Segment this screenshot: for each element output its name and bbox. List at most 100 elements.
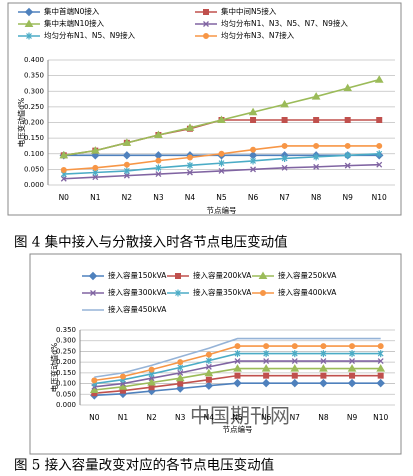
marker — [347, 364, 357, 372]
legend-label: 接入容量200kVA — [193, 270, 252, 280]
x-tick-label: N0 — [59, 193, 70, 202]
marker — [217, 115, 226, 123]
marker — [320, 372, 327, 379]
marker — [347, 378, 357, 388]
marker — [291, 343, 298, 350]
x-tick-label: N9 — [347, 413, 358, 422]
marker — [313, 163, 320, 170]
marker — [218, 167, 225, 174]
marker — [218, 150, 225, 157]
marker — [260, 290, 266, 296]
legend-label: 接入容量250kVA — [278, 270, 337, 280]
figure-caption: 图 4 集中接入与分散接入时各节点电压变动值 — [14, 234, 288, 251]
y-tick-label: 0.300 — [24, 87, 44, 95]
marker — [205, 363, 212, 370]
x-tick-label: N4 — [185, 193, 196, 202]
marker — [90, 146, 100, 154]
x-tick-label: N10 — [373, 413, 388, 422]
marker — [313, 153, 320, 161]
marker — [281, 164, 288, 171]
marker — [377, 350, 384, 358]
marker — [177, 359, 184, 366]
legend-label: 均匀分布N1、N3、N5、N7、N9接入 — [221, 18, 348, 28]
x-tick-label: N2 — [146, 413, 157, 422]
marker — [290, 378, 299, 388]
marker — [250, 146, 257, 153]
figure-caption: 图 5 接入容量改变对应的各节点电压变动值 — [14, 457, 274, 474]
marker — [344, 117, 351, 123]
y-tick-label: 0.050 — [24, 165, 44, 173]
marker — [92, 164, 99, 171]
watermark: 中国期刊网 — [190, 404, 290, 428]
marker — [175, 273, 181, 279]
marker — [204, 381, 214, 390]
marker — [258, 271, 268, 279]
y-tick-label: 0.100 — [24, 150, 44, 158]
marker — [59, 150, 69, 159]
marker — [250, 117, 257, 123]
marker — [177, 364, 184, 371]
marker — [218, 159, 225, 167]
marker — [155, 164, 162, 172]
marker — [147, 378, 156, 386]
x-tick-label: N2 — [122, 193, 133, 202]
marker — [205, 376, 212, 383]
marker — [177, 369, 184, 376]
marker — [203, 21, 209, 27]
x-tick-label: N3 — [153, 193, 164, 202]
marker — [376, 161, 383, 168]
x-tick-label: N0 — [89, 413, 100, 422]
marker — [377, 343, 384, 350]
marker — [261, 378, 271, 388]
marker — [92, 174, 99, 181]
marker — [376, 142, 383, 149]
marker — [204, 368, 214, 377]
marker — [177, 380, 184, 387]
marker — [349, 358, 356, 365]
marker — [291, 358, 298, 365]
marker — [91, 377, 98, 384]
marker — [376, 150, 383, 158]
marker — [205, 351, 212, 358]
marker — [123, 161, 130, 168]
y-tick-label: 0.250 — [24, 103, 44, 111]
legend-label: 均匀分布N3、N7接入 — [221, 30, 295, 40]
marker — [203, 33, 209, 39]
x-tick-label: N1 — [90, 193, 101, 202]
marker — [248, 107, 258, 116]
marker — [187, 161, 193, 169]
marker — [343, 83, 353, 92]
marker — [261, 364, 271, 372]
marker — [291, 350, 298, 358]
marker — [234, 372, 241, 379]
marker — [90, 290, 96, 296]
y-axis-label: 电压变动值d% — [49, 343, 59, 392]
legend-label: 均匀分布N1、N5、N9接入 — [44, 30, 136, 40]
marker — [349, 372, 356, 379]
x-tick-label: N10 — [372, 193, 387, 202]
marker — [60, 167, 67, 173]
marker — [122, 138, 132, 146]
marker — [377, 372, 384, 379]
marker — [148, 375, 155, 382]
marker — [349, 350, 355, 358]
marker — [155, 157, 162, 164]
marker — [234, 358, 241, 365]
y-tick-label: 0.050 — [56, 390, 76, 398]
x-tick-label: N8 — [311, 193, 322, 202]
marker — [234, 350, 241, 358]
marker — [24, 19, 34, 27]
marker — [311, 92, 321, 100]
marker — [26, 32, 32, 40]
y-tick-label: 0.350 — [24, 72, 44, 80]
marker — [24, 7, 34, 17]
marker — [319, 364, 328, 372]
legend-label: 接入容量450kVA — [108, 304, 167, 314]
x-tick-label: N9 — [342, 193, 353, 202]
marker — [154, 130, 163, 138]
marker — [313, 142, 320, 149]
marker — [119, 373, 126, 380]
legend-label: 接入容量150kVA — [108, 270, 167, 280]
